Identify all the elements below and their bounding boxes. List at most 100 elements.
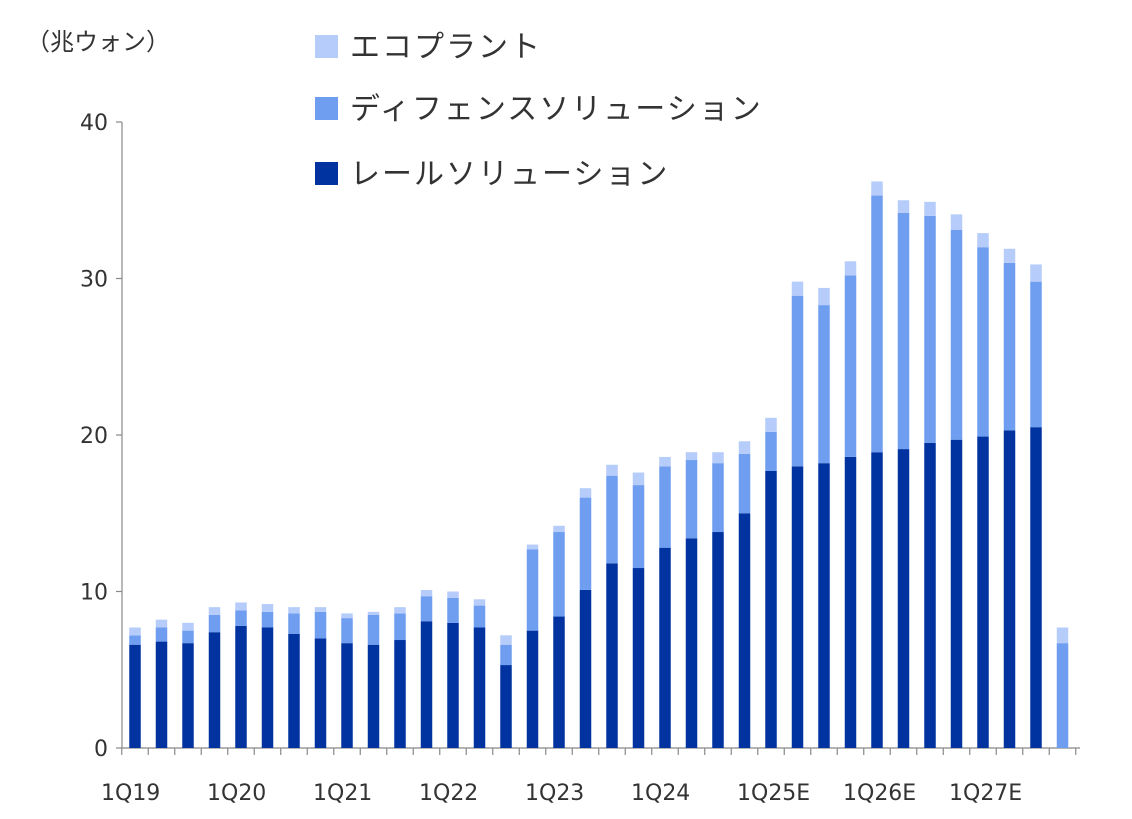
legend-item: エコプラント — [315, 30, 542, 65]
bar-segment-2 — [844, 275, 857, 457]
bar-segment-3 — [844, 261, 857, 276]
bar-segment-3 — [500, 635, 512, 645]
bar-segment-2 — [526, 549, 539, 631]
bar-segment-3 — [420, 589, 433, 597]
bar-segment-2 — [1030, 281, 1042, 428]
bar-segment-3 — [235, 602, 247, 611]
bar-segment-1 — [659, 547, 671, 748]
bar-segment-3 — [341, 613, 353, 619]
bar-segment-1 — [924, 442, 936, 748]
bar-segment-3 — [553, 525, 565, 533]
bar-segment-3 — [897, 200, 910, 213]
bar-segment-3 — [447, 591, 459, 598]
legend-label: レールソリューション — [350, 157, 669, 192]
bar-segment-2 — [871, 195, 883, 453]
bar-segment-1 — [871, 452, 883, 748]
bar-segment-3 — [977, 233, 989, 248]
bar-segment-1 — [844, 456, 857, 748]
bar-segment-1 — [420, 621, 433, 748]
bar-segment-1 — [977, 436, 989, 748]
bar-segment-1 — [791, 466, 804, 748]
bar-segment-3 — [765, 417, 777, 432]
bar-segment-3 — [579, 488, 592, 498]
bar-segment-3 — [818, 287, 830, 306]
bar-segment-2 — [394, 613, 406, 641]
bar-segment-2 — [632, 485, 645, 569]
bar-segment-3 — [791, 281, 804, 296]
y-tick-label: 0 — [94, 737, 108, 762]
bar-segment-3 — [473, 599, 486, 606]
bar-segment-1 — [712, 532, 724, 748]
bar-segment-3 — [182, 622, 194, 631]
unit-label: （兆ウォン） — [26, 28, 170, 56]
bar-segment-1 — [473, 627, 486, 748]
bar-segment-1 — [341, 643, 353, 748]
bar-segment-3 — [155, 619, 168, 628]
bar-segment-1 — [765, 470, 777, 748]
x-tick-label: 1Q20 — [207, 781, 266, 806]
axes: 0 10 20 30 40 1Q19 1Q20 1Q21 1Q22 1Q23 1Q24 1Q25E 1Q… — [80, 111, 1080, 806]
x-tick-label: 1Q24 — [631, 781, 690, 806]
bar-segment-2 — [897, 212, 910, 450]
bar-segment-2 — [924, 215, 936, 443]
bar-segment-2 — [367, 614, 380, 645]
bar-segment-2 — [1056, 643, 1069, 748]
bar-segment-3 — [632, 472, 645, 486]
bar-segment-3 — [1003, 248, 1016, 263]
x-tick-label: 1Q26E — [843, 781, 916, 806]
bar-segment-2 — [606, 475, 618, 564]
bar-segment-2 — [765, 431, 777, 471]
bar-segment-1 — [288, 633, 300, 748]
bar-segment-3 — [950, 214, 963, 230]
y-tick-label: 30 — [80, 268, 108, 293]
legend-label: エコプラント — [350, 30, 542, 65]
bar-segment-2 — [738, 453, 751, 514]
y-tick-label: 40 — [80, 111, 108, 136]
bar-segment-3 — [526, 544, 539, 550]
legend-label: ディフェンスソリューション — [350, 92, 763, 127]
bar-segment-2 — [1003, 262, 1016, 431]
bar-segment-2 — [314, 611, 327, 639]
bar-segment-2 — [712, 463, 724, 533]
bar-segment-2 — [341, 618, 353, 644]
bar-segment-2 — [553, 532, 565, 617]
bar-segment-1 — [500, 665, 512, 748]
x-tick-label: 1Q21 — [313, 781, 372, 806]
bar-segment-1 — [685, 538, 698, 748]
bar-segment-1 — [394, 640, 406, 748]
y-tick-label: 10 — [80, 581, 108, 606]
bar-segment-2 — [791, 295, 804, 467]
y-tick-label: 20 — [80, 424, 108, 449]
bar-segment-2 — [288, 613, 300, 634]
bar-segment-1 — [155, 641, 168, 748]
bar-segment-3 — [685, 452, 698, 461]
bar-segment-3 — [871, 181, 883, 196]
bar-segment-3 — [659, 456, 671, 467]
bar-segment-3 — [1030, 264, 1042, 282]
bar-segment-1 — [632, 568, 645, 748]
bar-segment-3 — [1056, 627, 1069, 644]
x-tick-label: 1Q25E — [737, 781, 810, 806]
legend-item: レールソリューション — [315, 157, 669, 192]
bar-segment-3 — [208, 607, 221, 615]
bar-segment-2 — [977, 247, 989, 437]
bar-segment-1 — [606, 563, 618, 748]
x-tick-label: 1Q19 — [101, 781, 160, 806]
bar-segment-1 — [1030, 427, 1042, 748]
bars — [129, 181, 1069, 748]
bar-segment-3 — [924, 201, 936, 216]
bar-segment-1 — [818, 463, 830, 748]
bar-segment-1 — [447, 622, 459, 748]
bar-segment-2 — [155, 627, 168, 642]
bar-segment-1 — [950, 439, 963, 748]
legend-swatch — [315, 97, 338, 120]
bar-segment-1 — [261, 627, 274, 748]
bar-segment-3 — [367, 611, 380, 615]
bar-segment-2 — [500, 644, 512, 666]
bar-segment-3 — [314, 607, 327, 612]
bar-segment-3 — [261, 604, 274, 612]
bar-segment-3 — [738, 441, 751, 454]
